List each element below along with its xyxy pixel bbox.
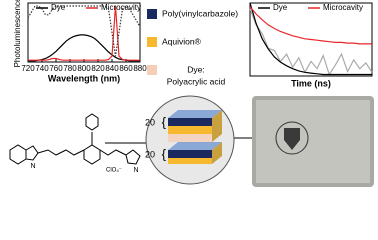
series-line [249,8,373,76]
layer [168,158,212,164]
legend-label: Dye [51,3,66,12]
photo-sample [256,100,370,183]
series-line [28,34,140,62]
layer-top [168,110,222,118]
layer-label: Aquivion® [162,36,202,46]
layer [168,150,212,158]
counterion: ClO₄⁻ [106,168,122,174]
layer-label: Poly(vinylcarbazole) [162,8,238,18]
x-tick-label: 840 [105,64,119,73]
plot-frame [27,2,141,63]
layer-side [212,142,222,164]
layer-side [212,110,222,142]
x-axis-label: Wavelength (nm) [48,73,120,83]
x-tick-label: 740 [35,64,49,73]
photo-highlight [275,121,309,155]
layer [168,118,212,126]
layer [168,126,212,134]
legend-label: Microcavity [101,3,141,12]
x-tick-label: 720 [21,64,35,73]
x-tick-label: 860 [119,64,133,73]
canvas: 20 { 20 { N N ClO₄⁻ 720 740 760 780 800 820 84… [9,0,374,187]
series-line [249,6,372,45]
layer-label: Polyacrylic acid [167,76,226,86]
x-tick-label: 820 [91,64,105,73]
layer-label: Dye: [187,64,204,74]
graphical-abstract: 20 { 20 { N N ClO₄⁻ 720 740 760 780 800 820 84… [9,0,374,187]
x-axis-label: Time (ns) [291,78,331,88]
device-stack [168,110,222,164]
layer-swatch [147,37,157,47]
emblem [284,128,300,150]
atom-label: N [133,167,138,174]
legend-label: Microcavity [323,3,363,12]
x-tick-label: 800 [77,64,91,73]
x-tick-label: 880 [133,64,147,73]
layer [168,134,212,142]
brace: { [162,146,167,161]
x-tick-label: 780 [63,64,77,73]
layer-top [168,142,222,150]
layer-swatch [147,9,157,19]
brace: { [162,114,167,129]
thickness-label: 20 [145,149,155,159]
series-line [28,5,140,61]
y-axis-label: Photoluminescence [13,0,22,67]
series-line [249,2,372,76]
x-tick-label: 760 [49,64,63,73]
legend-label: Dye [273,3,288,12]
layer-swatch [147,65,157,75]
atom-label: N [30,163,35,170]
molecule [9,113,141,165]
thickness-label: 20 [145,117,155,127]
